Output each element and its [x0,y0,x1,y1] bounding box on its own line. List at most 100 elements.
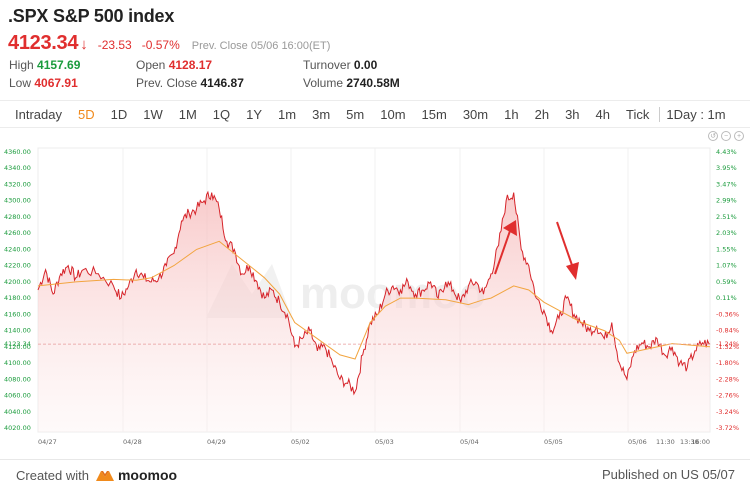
tab-3m[interactable]: 3m [312,106,331,122]
stat-volume: Volume 2740.58M [303,76,400,90]
y-tick-right: 4.43% [716,148,737,156]
quote-stats: High 4157.69 Low 4067.91 Open 4128.17 Pr… [9,58,749,94]
last-price: 4123.34 [8,32,79,54]
y-tick-left: 4260.00 [4,229,31,237]
x-tick: 04/29 [207,438,226,446]
y-tick-left: 4060.00 [4,392,31,400]
y-tick-right: 2.03% [716,229,737,237]
high-value: 4157.69 [37,58,81,72]
moomoo-logo: moomoo [95,467,177,483]
y-tick-right: 2.99% [716,197,737,205]
y-tick-left: 4180.00 [4,294,31,302]
tab-10m[interactable]: 10m [380,106,406,122]
y-tick-right: 0.11% [716,294,737,302]
stat-prev-close: Prev. Close 4146.87 [136,76,244,90]
y-tick-right: 0.59% [716,278,737,286]
y-tick-right: -1.80% [716,359,739,367]
y-tick-right: -2.28% [716,375,739,383]
tab-1w[interactable]: 1W [143,106,163,122]
tab-1d[interactable]: 1D [110,106,128,122]
y-tick-right: -3.24% [716,408,739,416]
tab-2h[interactable]: 2h [534,106,550,122]
y-tick-left: 4320.00 [4,180,31,188]
price-area [38,192,710,432]
turnover-value: 0.00 [353,58,378,72]
x-tick: 05/03 [375,438,394,446]
tab-15m[interactable]: 15m [421,106,447,122]
y-tick-left: 4280.00 [4,213,31,221]
tab-4h[interactable]: 4h [595,106,610,122]
stat-high: High 4157.69 [9,58,81,72]
footer: Created with moomoo Published on US 05/0… [0,459,750,494]
x-tick: 05/06 [628,438,647,446]
stat-low: Low 4067.91 [9,76,78,90]
x-tick: 13:30 [680,438,699,446]
y-tick-right: -3.72% [716,424,739,432]
y-tick-left: 4120.00 [4,343,31,351]
y-tick-left: 4040.00 [4,408,31,416]
x-tick: 05/04 [460,438,479,446]
x-tick: 16:00 [691,438,710,446]
tab-1day-1m[interactable]: 1Day : 1m [659,106,733,122]
prev-close-value: 4146.87 [200,76,244,90]
created-with: Created with moomoo [16,467,178,483]
y-tick-right: 3.47% [716,180,737,188]
x-tick: 04/27 [38,438,57,446]
chart-tools: ↺ − + [708,131,744,141]
price-line [37,190,711,396]
tab-5m[interactable]: 5m [346,106,365,122]
y-tick-left: 4140.00 [4,327,31,335]
zoom-out-icon[interactable]: − [721,131,731,141]
stat-turnover: Turnover 0.00 [303,58,378,72]
average-line [37,240,711,360]
x-tick: 04/28 [123,438,142,446]
tab-1m[interactable]: 1M [178,106,197,122]
y-tick-left: 4300.00 [4,197,31,205]
y-tick-right: 1.55% [716,245,737,253]
quote-header: .SPX S&P 500 index 4123.34 ↓ -23.53 -0.5… [8,6,748,55]
y-tick-left: 4340.00 [4,164,31,172]
current-pct-label: -1.24% [716,340,739,348]
price-row: 4123.34 ↓ -23.53 -0.57% Prev. Close 05/0… [8,32,748,55]
y-tick-right: -2.76% [716,392,739,400]
y-tick-right: 2.51% [716,213,737,221]
timeframe-tabs: Intraday 5D 1D 1W 1M 1Q 1Y 1m 3m 5m 10m 15m 30m 1h 2h 3… [0,100,750,128]
price-change: -23.53 [97,38,132,52]
prev-close-note: Prev. Close 05/06 16:00(ET) [191,40,331,52]
tab-1m[interactable]: 1m [278,106,297,122]
current-price-label: 4123.34 [4,340,31,348]
tab-30m[interactable]: 30m [462,106,489,122]
annotation-arrow-down [556,221,574,269]
y-tick-right: 1.07% [716,262,737,270]
y-tick-right: -1.32% [716,343,739,351]
tab-1y[interactable]: 1Y [246,106,263,122]
annotation-arrow-up [494,227,512,275]
page-title: .SPX S&P 500 index [8,6,175,26]
y-tick-left: 4160.00 [4,310,31,318]
price-change-pct: -0.57% [141,38,180,52]
moomoo-logo-icon [95,471,114,481]
open-value: 4128.17 [168,58,213,72]
x-tick: 11:30 [656,438,675,446]
undo-icon[interactable]: ↺ [708,131,718,141]
zoom-in-icon[interactable]: + [734,131,744,141]
y-tick-right: -0.84% [716,327,739,335]
tab-1h[interactable]: 1h [504,106,519,122]
y-tick-left: 4220.00 [4,262,31,270]
x-tick: 05/02 [291,438,310,446]
tab-tick[interactable]: Tick [626,106,650,122]
price-chart[interactable]: 4360.00 4340.00 4320.00 4300.00 4280.00 4260.… [0,140,750,458]
tab-5d[interactable]: 5D [77,106,95,122]
annotation-arrowhead-up [503,220,517,236]
tab-1q[interactable]: 1Q [212,106,231,122]
tab-3h[interactable]: 3h [565,106,580,122]
x-tick: 05/05 [544,438,563,446]
down-arrow-icon: ↓ [80,36,88,53]
tab-intraday[interactable]: Intraday [15,106,62,122]
y-tick-left: 4100.00 [4,359,31,367]
y-tick-left: 4240.00 [4,245,31,253]
published-date: Published on US 05/07 [602,467,735,482]
y-tick-right: 3.95% [716,164,737,172]
annotation-arrowhead-down [566,262,579,280]
y-tick-right: -0.36% [716,310,739,318]
